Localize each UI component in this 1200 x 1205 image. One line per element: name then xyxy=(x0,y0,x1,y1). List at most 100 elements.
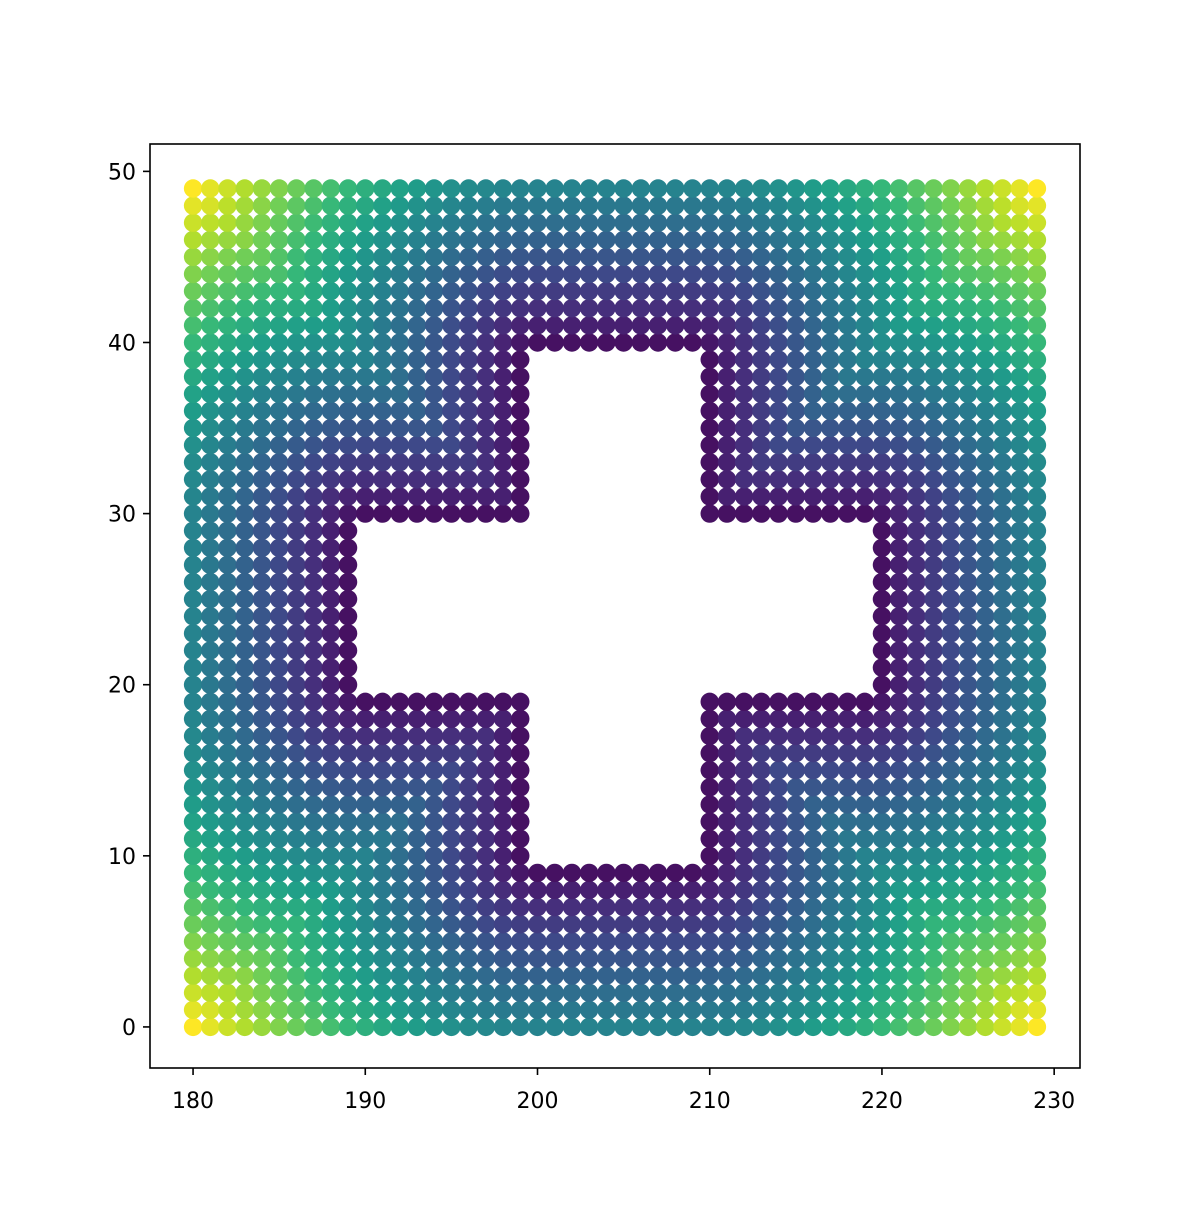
scatter-point xyxy=(373,829,392,848)
scatter-point xyxy=(269,401,289,421)
scatter-point xyxy=(821,761,840,780)
scatter-point xyxy=(304,384,323,404)
scatter-point xyxy=(803,213,823,232)
scatter-point xyxy=(786,504,806,523)
scatter-point xyxy=(597,299,616,318)
scatter-point xyxy=(786,299,806,318)
scatter-point xyxy=(1027,812,1047,831)
scatter-point xyxy=(476,778,496,797)
scatter-point xyxy=(545,932,564,951)
scatter-point xyxy=(717,1017,737,1037)
scatter-point xyxy=(235,538,254,558)
scatter-point xyxy=(924,641,943,660)
scatter-point xyxy=(683,966,702,985)
scatter-point xyxy=(545,966,564,985)
scatter-point xyxy=(889,299,909,318)
scatter-point xyxy=(183,230,203,250)
scatter-point xyxy=(803,1000,823,1020)
scatter-point xyxy=(648,932,668,951)
x-tick-label: 180 xyxy=(172,1089,214,1114)
scatter-point xyxy=(597,1000,616,1020)
scatter-point xyxy=(476,915,496,934)
scatter-point xyxy=(459,179,478,198)
scatter-point xyxy=(700,435,719,455)
scatter-point xyxy=(976,624,995,643)
scatter-point xyxy=(304,470,323,489)
scatter-point xyxy=(769,829,788,848)
scatter-point xyxy=(941,709,961,729)
scatter-point xyxy=(1027,726,1047,746)
scatter-point xyxy=(631,264,651,284)
scatter-point xyxy=(235,949,254,968)
scatter-point xyxy=(338,247,358,267)
scatter-point xyxy=(821,846,840,866)
scatter-point xyxy=(1027,778,1047,797)
scatter-point xyxy=(648,179,668,198)
scatter-point xyxy=(424,367,444,386)
scatter-point xyxy=(700,350,719,369)
scatter-point xyxy=(838,726,857,746)
scatter-point xyxy=(855,333,874,352)
scatter-point xyxy=(786,863,806,883)
scatter-point xyxy=(476,350,496,369)
scatter-point xyxy=(924,880,943,900)
scatter-point xyxy=(390,709,409,729)
scatter-point xyxy=(855,812,874,831)
scatter-point xyxy=(614,316,633,335)
scatter-point xyxy=(321,435,341,455)
scatter-point xyxy=(424,487,444,506)
scatter-point xyxy=(287,983,306,1002)
scatter-point xyxy=(373,692,392,712)
scatter-point xyxy=(958,607,978,626)
scatter-point xyxy=(752,435,771,455)
scatter-point xyxy=(683,949,702,968)
scatter-point xyxy=(958,384,978,404)
scatter-point xyxy=(1010,555,1029,575)
scatter-point xyxy=(304,504,323,523)
scatter-point xyxy=(941,281,961,301)
scatter-point xyxy=(1010,915,1029,934)
scatter-point xyxy=(683,281,702,301)
scatter-point xyxy=(545,863,564,883)
scatter-point xyxy=(390,983,409,1002)
scatter-point xyxy=(752,778,771,797)
scatter-point xyxy=(201,641,220,660)
scatter-point xyxy=(941,196,961,215)
scatter-point xyxy=(700,932,719,951)
scatter-point xyxy=(855,179,874,198)
scatter-point xyxy=(321,658,341,677)
scatter-point xyxy=(235,846,254,866)
scatter-point xyxy=(1010,675,1029,694)
scatter-point xyxy=(838,230,857,250)
scatter-point xyxy=(889,470,909,489)
scatter-point xyxy=(218,230,237,250)
scatter-point xyxy=(941,743,961,763)
scatter-point xyxy=(373,966,392,985)
scatter-point xyxy=(201,726,220,746)
scatter-point xyxy=(717,401,737,421)
scatter-point xyxy=(821,299,840,318)
scatter-point xyxy=(872,812,892,831)
scatter-point xyxy=(493,470,513,489)
scatter-point xyxy=(545,1017,564,1037)
scatter-point xyxy=(700,281,719,301)
scatter-point xyxy=(493,743,513,763)
scatter-point xyxy=(838,983,857,1002)
scatter-point xyxy=(614,247,633,267)
scatter-point xyxy=(734,418,754,438)
scatter-point xyxy=(442,709,461,729)
scatter-point xyxy=(373,504,392,523)
scatter-point xyxy=(958,624,978,643)
scatter-point xyxy=(287,743,306,763)
scatter-point xyxy=(924,333,943,352)
scatter-point xyxy=(579,1000,599,1020)
scatter-point xyxy=(269,453,289,472)
scatter-point xyxy=(252,897,272,917)
scatter-point xyxy=(924,196,943,215)
scatter-point xyxy=(338,179,358,198)
scatter-point xyxy=(941,435,961,455)
scatter-point xyxy=(803,863,823,883)
scatter-point xyxy=(769,333,788,352)
scatter-point xyxy=(201,453,220,472)
scatter-point xyxy=(1010,607,1029,626)
